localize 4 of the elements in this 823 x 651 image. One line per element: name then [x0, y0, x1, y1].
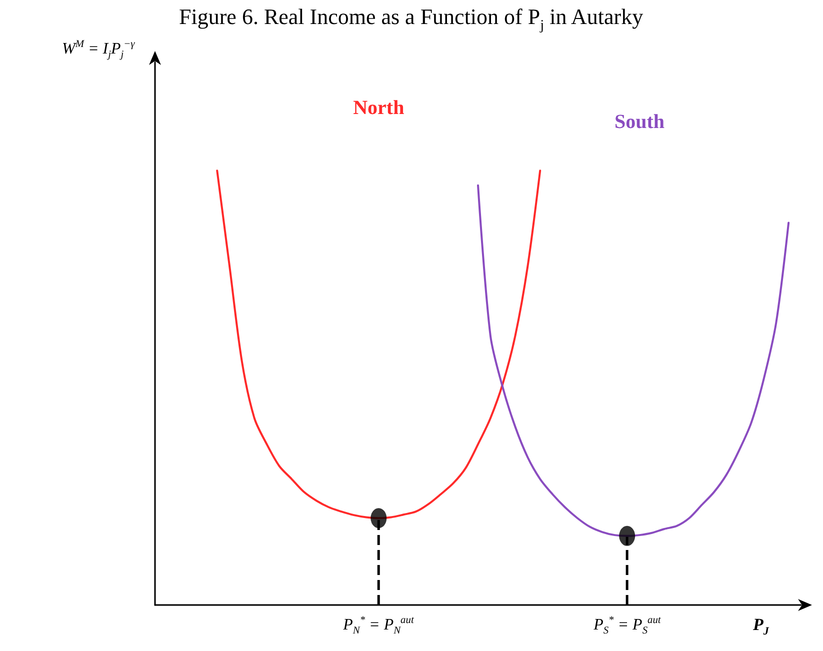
chart-title: Figure 6. Real Income as a Function of P$_{j}$ in Autarky	[179, 4, 644, 35]
text: North	[353, 96, 404, 120]
text: South	[614, 110, 665, 134]
x-axis-title: P$_{J}$	[753, 615, 769, 639]
